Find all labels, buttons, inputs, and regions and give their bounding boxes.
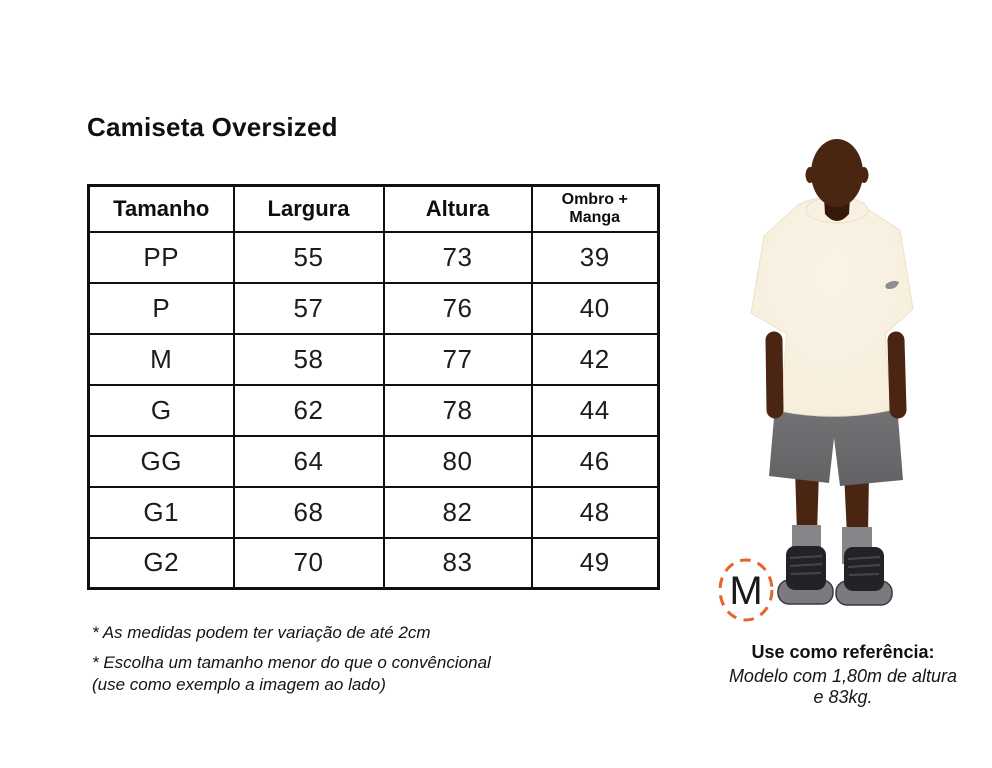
cell-altura: 77 xyxy=(382,332,533,386)
cell-ombro-manga: 44 xyxy=(530,383,660,437)
header-ombro-manga: Ombro + Manga xyxy=(530,184,660,233)
reference-line1: Modelo com 1,80m de altura xyxy=(728,666,958,686)
size-table: Tamanho Largura Altura Ombro + Manga PP … xyxy=(87,184,660,590)
table-row-pp: PP 55 73 39 xyxy=(87,230,660,284)
cell-largura: 57 xyxy=(232,281,385,335)
badge-size-letter: M xyxy=(729,569,762,613)
dashed-circle-icon: M xyxy=(718,558,774,622)
cell-largura: 62 xyxy=(232,383,385,437)
cell-size: PP xyxy=(87,230,235,284)
cell-size: P xyxy=(87,281,235,335)
cell-altura: 82 xyxy=(382,485,533,539)
reference-line2: e 83kg. xyxy=(813,687,873,707)
page-title: Camiseta Oversized xyxy=(87,112,338,142)
cell-largura: 55 xyxy=(232,230,385,284)
cell-altura: 73 xyxy=(382,230,533,284)
table-header-row: Tamanho Largura Altura Ombro + Manga xyxy=(87,184,660,233)
size-badge: M xyxy=(716,556,776,624)
table-row-gg: GG 64 80 46 xyxy=(87,434,660,488)
cell-altura: 80 xyxy=(382,434,533,488)
cell-size: M xyxy=(87,332,235,386)
cell-largura: 58 xyxy=(232,332,385,386)
table-row-p: P 57 76 40 xyxy=(87,281,660,335)
reference-caption: Use como referência: Modelo com 1,80m de… xyxy=(690,642,992,708)
measurement-variation-note: * As medidas podem ter variação de até 2… xyxy=(92,623,431,642)
model-silhouette-graphic xyxy=(750,139,914,606)
header-ombro-line2: Manga xyxy=(569,208,621,226)
header-largura: Largura xyxy=(232,184,385,233)
reference-title: Use como referência: xyxy=(751,642,935,662)
cell-altura: 76 xyxy=(382,281,533,335)
header-altura: Altura xyxy=(382,184,533,233)
table-row-g1: G1 68 82 48 xyxy=(87,485,660,539)
cell-largura: 70 xyxy=(232,536,385,590)
table-row-g: G 62 78 44 xyxy=(87,383,660,437)
cell-ombro-manga: 48 xyxy=(530,485,660,539)
cell-ombro-manga: 49 xyxy=(530,536,660,590)
cell-ombro-manga: 42 xyxy=(530,332,660,386)
table-row-m: M 58 77 42 xyxy=(87,332,660,386)
cell-size: G2 xyxy=(87,536,235,590)
cell-size: GG xyxy=(87,434,235,488)
table-row-g2: G2 70 83 49 xyxy=(87,536,660,590)
model-illustration xyxy=(690,128,992,628)
cell-size: G xyxy=(87,383,235,437)
header-ombro-line1: Ombro + xyxy=(561,190,628,208)
cell-altura: 83 xyxy=(382,536,533,590)
cell-ombro-manga: 39 xyxy=(530,230,660,284)
cell-ombro-manga: 40 xyxy=(530,281,660,335)
size-choice-note-line1: * Escolha um tamanho menor do que o conv… xyxy=(92,653,491,672)
size-choice-note-line2: (use como exemplo a imagem ao lado) xyxy=(92,675,386,694)
cell-largura: 68 xyxy=(232,485,385,539)
cell-size: G1 xyxy=(87,485,235,539)
size-choice-note: * Escolha um tamanho menor do que o conv… xyxy=(92,652,491,696)
cell-ombro-manga: 46 xyxy=(530,434,660,488)
cell-altura: 78 xyxy=(382,383,533,437)
header-tamanho: Tamanho xyxy=(87,184,235,233)
cell-largura: 64 xyxy=(232,434,385,488)
